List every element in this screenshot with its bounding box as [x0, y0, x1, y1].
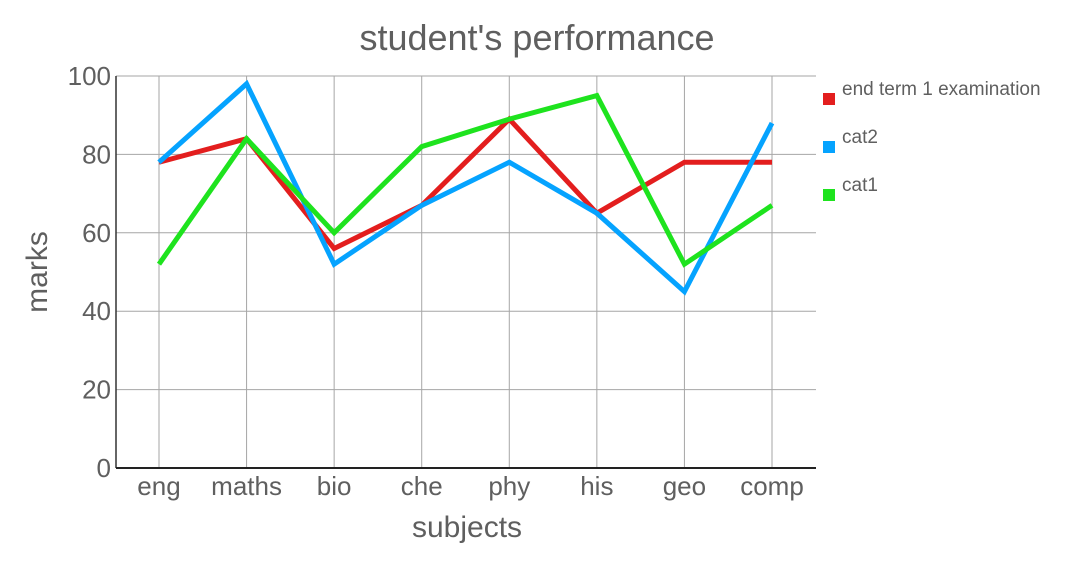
legend-label: end term 1 examination — [842, 79, 1041, 100]
legend-swatch — [823, 93, 835, 105]
legend-swatch — [823, 189, 835, 201]
y-tick-label: 20 — [82, 375, 111, 405]
y-axis-label: marks — [21, 231, 54, 313]
x-tick-label: che — [401, 471, 443, 501]
x-tick-label: his — [580, 471, 613, 501]
x-tick-label: geo — [663, 471, 706, 501]
legend: end term 1 examination cat2 cat1 — [823, 79, 1041, 201]
y-tick-label: 40 — [82, 296, 111, 326]
y-tick-label: 60 — [82, 218, 111, 248]
legend-swatch — [823, 141, 835, 153]
x-axis-ticks: eng maths bio che phy his geo comp — [137, 471, 803, 501]
x-tick-label: bio — [317, 471, 352, 501]
series-lines — [156, 79, 775, 296]
y-tick-label: 80 — [82, 139, 111, 169]
series-line-cat1 — [156, 92, 774, 268]
series-line-cat2 — [157, 79, 775, 296]
y-axis-ticks: 0 20 40 60 80 100 — [68, 61, 111, 483]
x-tick-label: maths — [211, 471, 282, 501]
x-tick-label: comp — [740, 471, 804, 501]
grid-lines — [116, 75, 816, 468]
x-axis-label: subjects — [412, 511, 522, 544]
x-tick-label: eng — [137, 471, 180, 501]
chart-title: student's performance — [359, 17, 714, 58]
legend-label: cat2 — [842, 127, 878, 148]
y-tick-label: 100 — [68, 61, 111, 91]
legend-label: cat1 — [842, 175, 878, 196]
axes — [115, 76, 816, 469]
x-tick-label: phy — [488, 471, 530, 501]
y-tick-label: 0 — [97, 453, 111, 483]
